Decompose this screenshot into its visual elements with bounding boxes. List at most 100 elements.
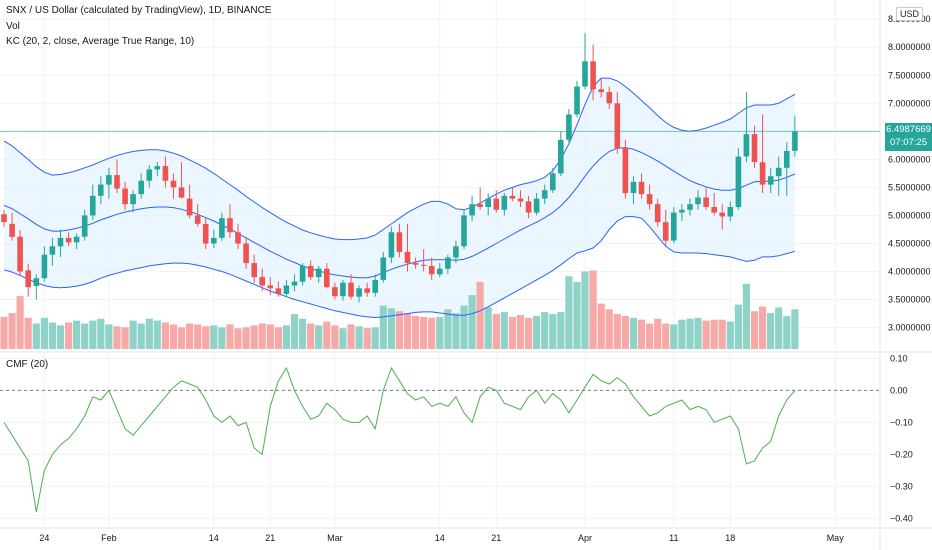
price-tick-label: 4.5000000 xyxy=(888,238,931,248)
candle xyxy=(307,260,314,280)
candle-body xyxy=(251,263,257,278)
candle xyxy=(412,257,419,269)
volume-bar xyxy=(549,314,557,349)
candle-body xyxy=(695,197,701,205)
candle-body xyxy=(1,214,7,223)
candle-body xyxy=(65,237,72,243)
candle xyxy=(396,223,403,258)
candle-body xyxy=(654,204,661,223)
candle-body xyxy=(453,246,459,258)
candle-body xyxy=(283,285,290,294)
candle-body xyxy=(590,61,596,90)
candle xyxy=(259,268,265,292)
candle xyxy=(711,193,717,216)
candle-body xyxy=(81,215,88,237)
volume-bar xyxy=(307,323,315,349)
candle xyxy=(792,115,798,157)
volume-bar xyxy=(65,322,73,349)
cmf-axis[interactable]: 0.10 0.00 −0.10 −0.20 −0.30 −0.40 xyxy=(890,353,913,523)
price-tick-label: 5.0000000 xyxy=(888,210,931,220)
volume-bar xyxy=(662,323,670,349)
volume-legend[interactable]: Vol xyxy=(6,21,20,32)
volume-bar xyxy=(331,325,339,349)
candle-body xyxy=(178,187,185,198)
candle-body xyxy=(90,195,96,216)
candle-body xyxy=(743,134,750,157)
volume-bar xyxy=(113,326,121,349)
candle xyxy=(114,159,120,194)
volume-bar xyxy=(597,303,605,349)
cmf-line xyxy=(0,366,880,513)
candle-body xyxy=(606,92,613,104)
candle-body xyxy=(598,89,604,93)
candle xyxy=(784,142,790,196)
price-tick-label: 5.5000000 xyxy=(888,182,931,192)
candle xyxy=(751,125,758,168)
keltner-legend[interactable]: KC (20, 2, close, Average True Range, 10… xyxy=(6,36,195,47)
candle-body xyxy=(138,180,144,195)
candle-body xyxy=(679,209,685,213)
candle xyxy=(49,237,56,266)
price-axis[interactable]: 8.50000008.00000007.50000007.00000006.50… xyxy=(888,14,931,332)
volume-bar xyxy=(557,312,565,349)
currency-badge[interactable]: USD xyxy=(896,7,924,21)
volume-bar xyxy=(750,311,759,349)
time-tick-label: Feb xyxy=(101,533,117,543)
volume-bar xyxy=(218,327,226,349)
volume-bar xyxy=(379,305,387,349)
candle-body xyxy=(671,212,677,241)
candle xyxy=(211,229,217,248)
candle xyxy=(243,236,249,269)
volume-bar xyxy=(508,316,516,349)
candle xyxy=(388,226,395,264)
candle xyxy=(582,33,588,90)
volume-bar xyxy=(32,323,40,349)
bar-countdown: 07:07:25 xyxy=(890,137,927,148)
volume-bar xyxy=(686,318,694,349)
symbol-legend[interactable]: SNX / US Dollar (calculated by TradingVi… xyxy=(6,5,272,16)
candle xyxy=(485,193,491,216)
candle xyxy=(138,173,144,199)
volume-bar xyxy=(355,326,363,349)
last-price-value: 6.4987669 xyxy=(886,124,931,135)
volume-bar xyxy=(734,304,742,349)
volume-bar xyxy=(492,314,500,349)
candle-body xyxy=(558,139,564,174)
candle-body xyxy=(356,288,362,297)
candle xyxy=(566,108,572,143)
cmf-series xyxy=(3,366,796,513)
time-axis[interactable]: 24 Feb 14 21 Mar 14 21 Apr 11 18 May xyxy=(39,533,844,543)
candle xyxy=(291,274,298,292)
candle-body xyxy=(404,251,411,264)
candle-body xyxy=(17,236,23,272)
volume-bar xyxy=(161,322,169,349)
candle-body xyxy=(49,246,56,255)
candle-body xyxy=(533,198,540,213)
volume-bar xyxy=(169,324,178,349)
volume-bar xyxy=(581,271,589,349)
volume-bar xyxy=(605,309,613,349)
candle xyxy=(275,281,282,297)
volume-bar xyxy=(428,317,436,349)
candle-body xyxy=(719,212,725,217)
candle xyxy=(9,212,15,241)
time-tick-label: 18 xyxy=(725,533,735,543)
candle xyxy=(372,274,378,297)
candle xyxy=(146,164,153,188)
candle xyxy=(695,190,701,210)
candle-body xyxy=(332,287,338,297)
candle-body xyxy=(348,282,354,297)
candle xyxy=(178,162,185,199)
cmf-legend[interactable]: CMF (20) xyxy=(6,359,49,370)
candle xyxy=(33,274,40,300)
candle xyxy=(662,209,669,247)
volume-bar xyxy=(250,325,258,349)
price-tick-label: 7.5000000 xyxy=(888,70,931,80)
candle xyxy=(25,263,31,297)
candle-body xyxy=(525,201,532,213)
volume-bar xyxy=(541,312,549,349)
candle xyxy=(98,176,104,205)
candle xyxy=(727,201,734,222)
volume-bar xyxy=(403,313,412,349)
